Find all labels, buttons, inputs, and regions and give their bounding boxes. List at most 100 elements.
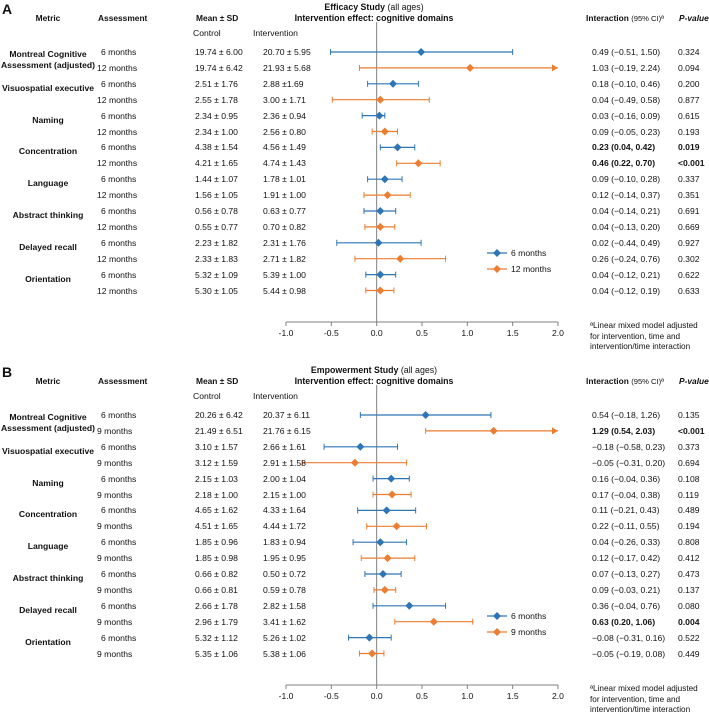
point-estimate: [379, 570, 388, 578]
point-estimate: [376, 286, 385, 295]
assessment-cell: 6 months: [101, 505, 137, 516]
control-cell: 2.66 ± 1.78: [195, 600, 238, 611]
legend-swatch-marker: [493, 249, 501, 257]
point-estimate: [421, 411, 430, 419]
assessment-cell: 6 months: [101, 237, 137, 248]
pvalue-cell: 0.691: [678, 206, 700, 216]
interaction-ci-cell: 0.12 (−0.14, 0.37): [592, 190, 661, 201]
point-estimate: [380, 127, 389, 136]
assessment-cell: 9 months: [97, 648, 133, 659]
pvalue-cell: 0.473: [678, 569, 700, 579]
ci-arrow: [552, 64, 558, 72]
intervention-cell: 5.44 ± 0.98: [263, 285, 306, 296]
interaction-ci-cell: 0.11 (−0.21, 0.43): [592, 505, 660, 516]
interaction-ci-cell: 0.09 (−0.03, 0.21): [592, 584, 661, 595]
pvalue-cell: 0.373: [678, 441, 700, 452]
interaction-ci-cell: −0.05 (−0.19, 0.08): [592, 648, 666, 659]
point-estimate: [414, 159, 423, 168]
metric-name: Delayed recall: [19, 604, 77, 615]
assessment-cell: 12 months: [97, 221, 138, 232]
mean-sd-header: Mean ± SD: [196, 376, 239, 386]
interaction-ci-cell: 0.09 (−0.05, 0.23): [592, 126, 661, 137]
pvalue-cell: 0.200: [678, 78, 700, 89]
intervention-cell: 4.33 ± 1.64: [263, 505, 306, 516]
intervention-cell: 21.76 ± 6.15: [263, 425, 311, 436]
pvalue-cell: 0.135: [678, 410, 700, 420]
intervention-cell: 2.15 ± 1.00: [263, 489, 306, 500]
intervention-cell: 20.37 ± 6.11: [263, 410, 311, 420]
x-tick-label: 2.0: [552, 328, 564, 338]
x-tick-label: 1.0: [461, 328, 473, 338]
intervention-cell: 4.56 ± 1.49: [263, 142, 306, 153]
legend-label: 12 months: [511, 264, 552, 274]
intervention-cell: 1.91 ± 1.00: [263, 190, 306, 201]
metric-name: Abstract thinking: [12, 572, 84, 583]
control-cell: 1.85 ± 0.98: [195, 553, 238, 564]
x-tick-label: 0.0: [371, 328, 383, 338]
study-name: Empowerment Study: [310, 365, 399, 375]
assessment-cell: 12 months: [97, 62, 138, 73]
control-cell: 2.55 ± 1.78: [195, 94, 238, 105]
legend-swatch-marker: [493, 265, 501, 273]
interaction-ci-cell: 0.18 (−0.10, 0.46): [592, 78, 661, 89]
panel-a: A Metric Assessment Mean ± SD Control Interve…: [1, 1, 709, 351]
assessment-cell: 6 months: [101, 441, 137, 452]
assessment-cell: 6 months: [101, 473, 137, 484]
assessment-cell: 12 months: [97, 253, 138, 264]
study-suffix: (all ages): [400, 365, 438, 375]
point-estimate: [396, 254, 405, 263]
interaction-ci-cell: 0.54 (−0.18, 1.26): [592, 410, 661, 420]
legend-label: 6 months: [511, 248, 547, 258]
control-cell: 5.30 ± 1.05: [195, 285, 238, 296]
assessment-header: Assessment: [98, 376, 148, 386]
legend-label: 6 months: [511, 611, 547, 621]
point-estimate: [387, 474, 396, 483]
interaction-ci-cell: 0.23 (0.04, 0.42): [592, 142, 656, 153]
x-tick-label: -1.0: [279, 328, 294, 338]
control-cell: 2.34 ± 1.00: [195, 126, 238, 137]
legend-swatch-marker: [493, 612, 501, 620]
control-cell: 19.74 ± 6.00: [195, 47, 243, 57]
study-suffix: (all ages): [387, 2, 424, 12]
control-cell: 21.49 ± 6.51: [195, 425, 243, 436]
control-cell: 3.10 ± 1.57: [195, 441, 238, 452]
intervention-cell: 5.39 ± 1.00: [263, 269, 306, 280]
control-cell: 2.33 ± 1.83: [195, 253, 238, 264]
x-tick-label: 1.5: [507, 328, 519, 338]
control-cell: 2.18 ± 1.00: [195, 489, 238, 500]
pvalue-cell: 0.302: [678, 253, 700, 264]
interaction-ci-cell: 0.07 (−0.13, 0.27): [592, 569, 661, 579]
pvalue-cell: <0.001: [678, 425, 705, 436]
point-estimate: [417, 48, 426, 56]
point-estimate: [356, 442, 365, 451]
intervention-cell: 5.38 ± 1.06: [263, 648, 306, 659]
pvalue-cell: 0.019: [678, 142, 700, 153]
control-cell: 0.66 ± 0.81: [195, 584, 238, 595]
interaction-header: Interaction (95% CI)ª: [586, 376, 664, 387]
assessment-cell: 6 months: [101, 569, 137, 579]
point-estimate: [374, 238, 383, 247]
assessment-cell: 9 months: [97, 457, 133, 468]
point-estimate: [392, 522, 401, 531]
intervention-cell: 20.70 ± 5.95: [263, 47, 311, 57]
pvalue-cell: 0.137: [678, 584, 700, 595]
control-cell: 2.34 ± 0.95: [195, 110, 238, 121]
interaction-ci-cell: 0.17 (−0.04, 0.38): [592, 489, 661, 500]
point-estimate: [383, 191, 392, 200]
metric-name: Naming: [32, 477, 64, 488]
interaction-ci-cell: 0.04 (−0.14, 0.21): [592, 206, 661, 216]
chart-subtitle: Intervention effect: cognitive domains: [294, 13, 454, 23]
metric-header: Metric: [35, 13, 61, 23]
point-estimate: [382, 506, 391, 515]
pvalue-cell: 0.449: [678, 648, 700, 659]
intervention-cell: 0.59 ± 0.78: [263, 584, 306, 595]
x-tick-label: -0.5: [324, 691, 339, 701]
point-estimate: [388, 79, 397, 88]
interaction-ci-cell: 1.03 (−0.19, 2.24): [592, 62, 661, 73]
pvalue-cell: 0.004: [678, 616, 700, 627]
legend-label: 9 months: [511, 627, 547, 637]
intervention-cell: 4.74 ± 1.43: [263, 158, 306, 169]
point-estimate: [393, 143, 402, 152]
intervention-cell: 4.44 ± 1.72: [263, 521, 306, 532]
footnote: ªLinear mixed model adjusted for interve…: [590, 684, 698, 714]
